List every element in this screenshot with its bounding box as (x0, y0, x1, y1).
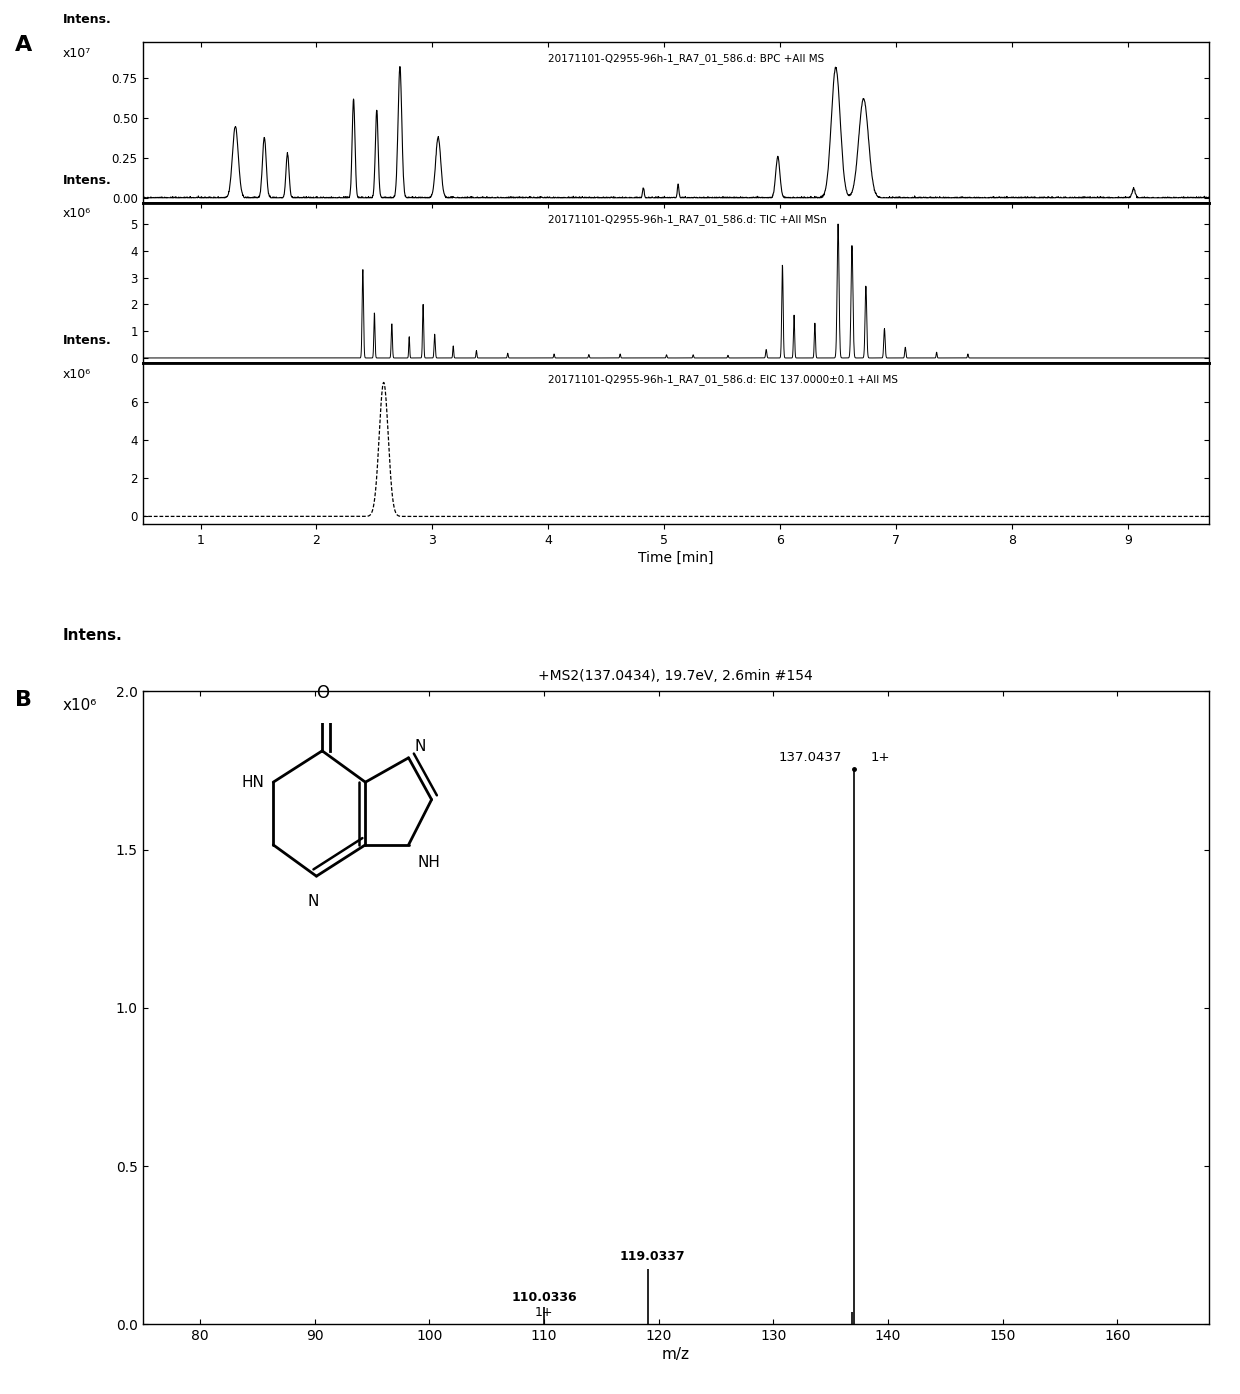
Text: 119.0337: 119.0337 (620, 1249, 686, 1263)
Text: Intens.: Intens. (62, 174, 112, 187)
Text: 1+: 1+ (536, 1306, 553, 1319)
X-axis label: m/z: m/z (662, 1348, 689, 1362)
Text: 20171101-Q2955-96h-1_RA7_01_586.d: EIC 137.0000±0.1 +All MS: 20171101-Q2955-96h-1_RA7_01_586.d: EIC 1… (548, 375, 898, 386)
Text: Intens.: Intens. (62, 629, 123, 643)
Text: Intens.: Intens. (62, 13, 112, 26)
Text: 137.0437: 137.0437 (779, 751, 842, 764)
Title: +MS2(137.0434), 19.7eV, 2.6min #154: +MS2(137.0434), 19.7eV, 2.6min #154 (538, 669, 813, 683)
Text: 20171101-Q2955-96h-1_RA7_01_586.d: TIC +All MSn: 20171101-Q2955-96h-1_RA7_01_586.d: TIC +… (548, 213, 827, 224)
Text: A: A (15, 35, 32, 54)
Text: B: B (15, 690, 32, 710)
Text: 1+: 1+ (870, 751, 890, 764)
X-axis label: Time [min]: Time [min] (639, 551, 713, 565)
Text: 110.0336: 110.0336 (512, 1291, 577, 1303)
Text: Intens.: Intens. (62, 335, 112, 347)
Text: x10⁶: x10⁶ (62, 208, 91, 220)
Text: x10⁶: x10⁶ (62, 697, 97, 712)
Text: x10⁷: x10⁷ (62, 46, 91, 60)
Text: 20171101-Q2955-96h-1_RA7_01_586.d: BPC +All MS: 20171101-Q2955-96h-1_RA7_01_586.d: BPC +… (548, 53, 825, 64)
Text: x10⁶: x10⁶ (62, 368, 91, 381)
